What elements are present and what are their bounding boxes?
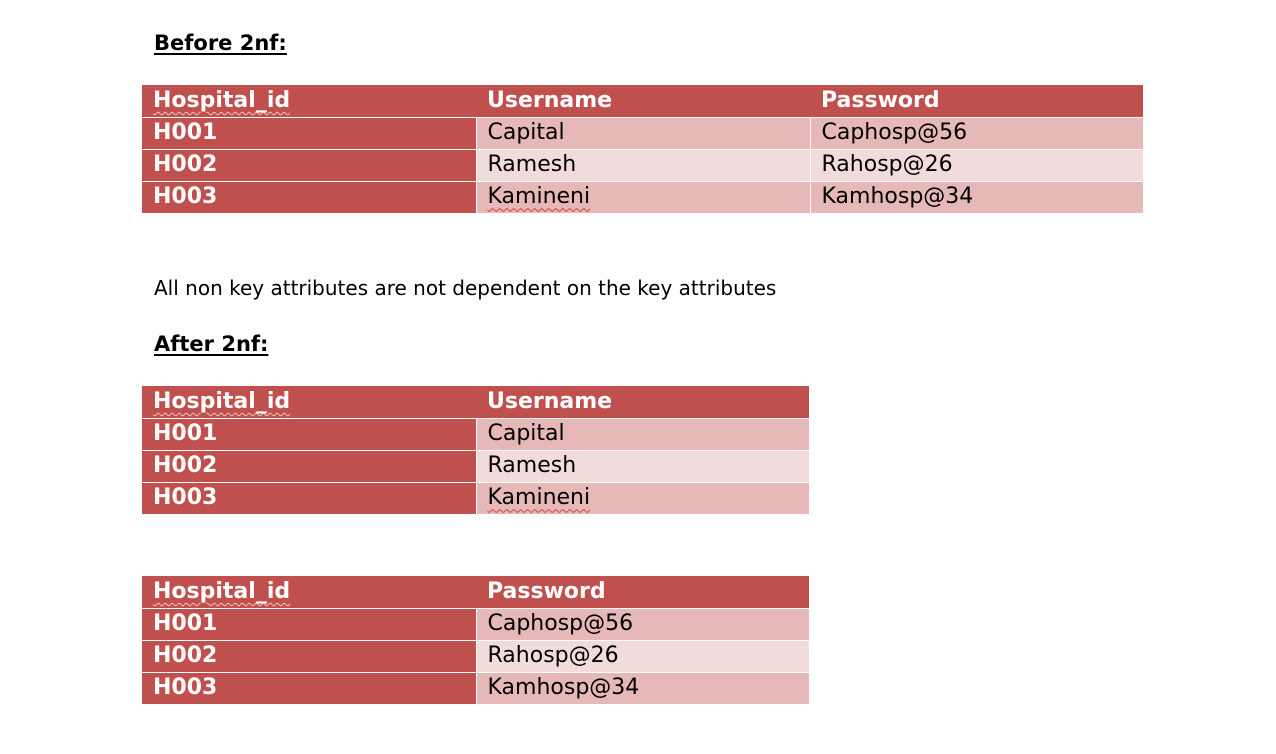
table-row: H003 Kamineni Kamhosp@34	[142, 180, 1143, 213]
column-header-username: Username	[476, 85, 810, 118]
dependency-note: All non key attributes are not dependent…	[154, 276, 777, 300]
table-row: H002 Ramesh	[142, 449, 809, 482]
after-2nf-username-table: Hospital_id Username H001 Capital H002 R…	[142, 386, 809, 514]
table-row: H001 Capital Caphosp@56	[142, 116, 1143, 149]
column-header-hospital-id: Hospital_id	[142, 85, 476, 118]
hospital-id-cell: H001	[142, 607, 477, 640]
username-cell: Capital	[476, 116, 811, 149]
table-row: H003 Kamineni	[142, 481, 809, 514]
username-cell: Capital	[476, 417, 809, 450]
after-2nf-heading: After 2nf:	[154, 332, 269, 356]
hospital-id-cell: H003	[142, 481, 477, 514]
password-cell: Rahosp@26	[810, 148, 1143, 181]
before-2nf-heading: Before 2nf:	[154, 31, 287, 55]
hospital-id-cell: H003	[142, 180, 477, 213]
password-cell: Kamhosp@34	[476, 671, 809, 704]
username-cell: Kamineni	[476, 180, 811, 213]
after-2nf-password-table: Hospital_id Password H001 Caphosp@56 H00…	[142, 576, 809, 704]
hospital-id-cell: H003	[142, 671, 477, 704]
table-row: H001 Caphosp@56	[142, 607, 809, 640]
username-cell: Ramesh	[476, 449, 809, 482]
hospital-id-cell: H001	[142, 417, 477, 450]
table-row: H001 Capital	[142, 417, 809, 450]
table-header-row: Hospital_id Password	[142, 576, 809, 609]
column-header-password: Password	[476, 576, 809, 609]
password-cell: Kamhosp@34	[810, 180, 1143, 213]
column-header-hospital-id: Hospital_id	[142, 576, 476, 609]
table-header-row: Hospital_id Username	[142, 386, 809, 419]
column-header-password: Password	[810, 85, 1143, 118]
before-2nf-table: Hospital_id Username Password H001 Capit…	[142, 85, 1143, 213]
table-row: H003 Kamhosp@34	[142, 671, 809, 704]
column-header-username: Username	[476, 386, 809, 419]
password-cell: Caphosp@56	[810, 116, 1143, 149]
table-header-row: Hospital_id Username Password	[142, 85, 1143, 118]
username-cell: Ramesh	[476, 148, 811, 181]
password-cell: Rahosp@26	[476, 639, 809, 672]
hospital-id-cell: H002	[142, 639, 477, 672]
hospital-id-cell: H001	[142, 116, 477, 149]
column-header-hospital-id: Hospital_id	[142, 386, 476, 419]
username-cell: Kamineni	[476, 481, 809, 514]
hospital-id-cell: H002	[142, 148, 477, 181]
table-row: H002 Ramesh Rahosp@26	[142, 148, 1143, 181]
hospital-id-cell: H002	[142, 449, 477, 482]
password-cell: Caphosp@56	[476, 607, 809, 640]
table-row: H002 Rahosp@26	[142, 639, 809, 672]
